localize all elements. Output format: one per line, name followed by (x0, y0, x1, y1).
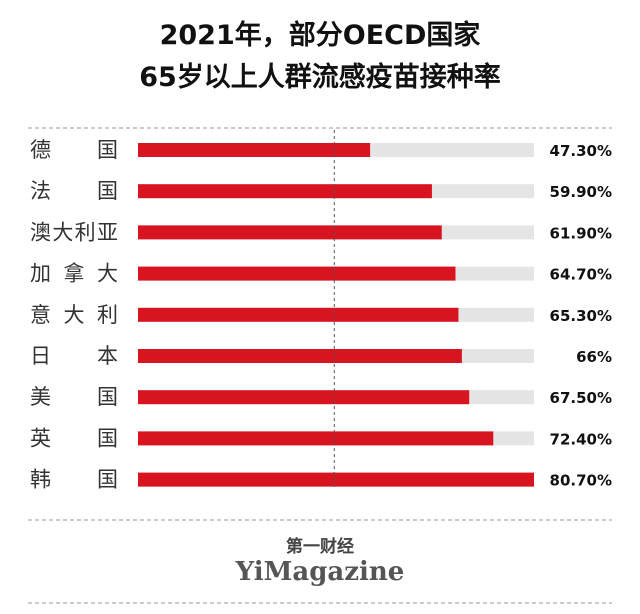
bar (138, 349, 462, 363)
bar (138, 472, 534, 487)
category-label: 日本 (30, 344, 118, 368)
category-label: 德国 (30, 138, 118, 162)
category-label: 法国 (30, 179, 118, 203)
chart-title: 2021年，部分OECD国家 (160, 19, 481, 51)
chart-title: 65岁以上人群流感疫苗接种率 (139, 61, 501, 93)
category-label: 美国 (30, 385, 118, 409)
bar (138, 143, 371, 157)
category-label: 英国 (30, 426, 118, 450)
value-label: 67.50% (550, 389, 612, 407)
value-label: 47.30% (550, 142, 612, 160)
value-label: 59.90% (550, 183, 612, 201)
value-label: 61.90% (550, 224, 612, 242)
category-label: 意大利 (30, 303, 118, 327)
bar (138, 184, 432, 199)
bar (138, 390, 470, 405)
value-label: 66% (576, 348, 612, 366)
value-label: 72.40% (550, 430, 612, 448)
category-label: 加拿大 (30, 262, 118, 286)
value-label: 64.70% (550, 266, 612, 284)
bar (138, 307, 459, 322)
bar (138, 266, 456, 281)
source-en: YiMagazine (235, 557, 405, 587)
bar (138, 225, 442, 240)
value-label: 65.30% (550, 307, 612, 325)
value-label: 80.70% (550, 472, 612, 490)
category-label: 韩国 (30, 468, 118, 492)
source-cn: 第一财经 (286, 536, 354, 557)
bar (138, 431, 494, 446)
category-label: 澳大利亚 (30, 220, 118, 244)
